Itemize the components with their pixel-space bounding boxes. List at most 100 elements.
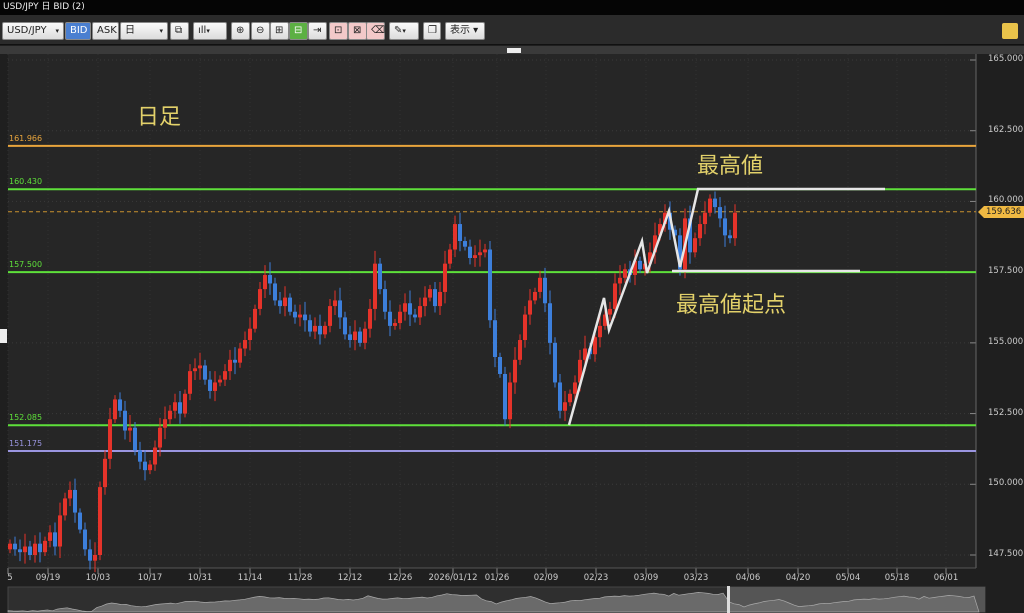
candle: [108, 407, 112, 470]
candle-body: [83, 529, 87, 550]
timeframe-value: 日: [125, 25, 135, 36]
candle: [493, 308, 497, 368]
candle-body: [138, 450, 142, 462]
chevron-down-icon: ▾: [55, 27, 59, 35]
candle: [653, 222, 657, 264]
candle: [103, 450, 107, 495]
candle-body: [203, 365, 207, 380]
candle-body: [153, 447, 157, 465]
candle: [393, 318, 397, 330]
candle-body: [518, 340, 522, 360]
candle-body: [623, 269, 627, 278]
candle-body: [288, 297, 292, 312]
candle-body: [233, 359, 237, 363]
zigzag-line[interactable]: [567, 187, 885, 426]
edit-object-icon[interactable]: ⊠: [348, 22, 367, 40]
navigator-handle[interactable]: [727, 586, 730, 613]
chart-type-select[interactable]: ıll▾: [193, 22, 227, 40]
candle: [268, 262, 272, 295]
candle: [558, 373, 562, 419]
candle: [113, 395, 117, 424]
chevron-down-icon: ▾: [206, 27, 210, 35]
settings-icon[interactable]: [1002, 23, 1018, 39]
candle: [223, 364, 227, 386]
candle: [543, 267, 547, 313]
copy-chart-icon[interactable]: ❐: [423, 22, 441, 40]
candle-body: [293, 311, 297, 318]
candle: [623, 263, 627, 283]
candle-body: [333, 300, 337, 307]
candle: [28, 540, 32, 561]
candle: [423, 286, 427, 317]
candle-body: [303, 314, 307, 321]
chevron-down-icon: ▾: [402, 27, 406, 35]
current-price-tag: 159.636: [978, 206, 1024, 218]
scroll-latest-icon[interactable]: ⇥: [308, 22, 327, 40]
candle: [208, 371, 212, 399]
candle: [13, 536, 17, 556]
candle-body: [578, 359, 582, 383]
link-chart-icon[interactable]: ⧉: [170, 22, 189, 40]
candle-body: [453, 224, 457, 250]
left-panel-handle[interactable]: [0, 329, 7, 343]
candle: [318, 314, 322, 345]
toolbar: USD/JPY ▾ BID ASK 日 ▾ ⧉ ıll▾ ⊕ ⊖ ⊞ ⊟ ⇥ ⊡ ⊠…: [0, 15, 1024, 45]
window-title: USD/JPY 日 BID (2): [0, 0, 1024, 15]
timeframe-select[interactable]: 日 ▾: [120, 22, 168, 40]
candle-body: [393, 323, 397, 326]
x-tick-label: 12/12: [337, 573, 363, 583]
candle: [118, 392, 122, 418]
candle-body: [563, 402, 567, 411]
candle: [158, 417, 162, 457]
candle: [548, 290, 552, 355]
candle-body: [188, 371, 192, 394]
candle: [53, 522, 57, 556]
candle-body: [43, 540, 47, 553]
candle: [518, 334, 522, 365]
candle: [213, 371, 217, 402]
delete-object-icon[interactable]: ⌫: [366, 22, 385, 40]
candle-body: [633, 260, 637, 275]
candle-body: [163, 419, 167, 428]
candle-body: [473, 255, 477, 258]
high-origin-annotation: 最高値起点: [676, 293, 787, 318]
trend-drawings[interactable]: [567, 187, 885, 426]
candle-body: [148, 464, 152, 471]
x-tick-label: 11/14: [237, 573, 263, 583]
candle: [728, 229, 732, 244]
candle-body: [373, 263, 377, 309]
candle-body: [568, 393, 572, 403]
add-object-icon[interactable]: ⊡: [329, 22, 348, 40]
y-tick-label: 147.500: [988, 549, 1024, 559]
bid-button[interactable]: BID: [65, 22, 91, 40]
candle: [478, 239, 482, 267]
candle-body: [468, 246, 472, 258]
ask-button[interactable]: ASK: [92, 22, 119, 40]
split-view-icon[interactable]: ⊟: [289, 22, 308, 40]
candle: [193, 358, 197, 381]
grid-icon[interactable]: ⊞: [270, 22, 289, 40]
zoom-out-icon[interactable]: ⊖: [251, 22, 270, 40]
zoom-in-icon[interactable]: ⊕: [231, 22, 250, 40]
candle: [163, 406, 167, 440]
candle: [153, 440, 157, 471]
display-menu-button[interactable]: 表示 ▾: [445, 22, 485, 40]
candle-body: [58, 515, 62, 547]
scroll-handle[interactable]: [507, 48, 521, 53]
candle: [713, 191, 717, 214]
candle-body: [653, 235, 657, 253]
price-chart[interactable]: [0, 54, 1024, 613]
candle: [333, 290, 337, 315]
candle-body: [28, 546, 32, 555]
symbol-select[interactable]: USD/JPY ▾: [2, 22, 64, 40]
candle: [298, 304, 302, 327]
navigator[interactable]: [7, 586, 986, 613]
candle-body: [368, 308, 372, 329]
draw-tool-select[interactable]: ✎▾: [389, 22, 419, 40]
candle-body: [658, 224, 662, 236]
candle: [328, 299, 332, 333]
candle: [168, 405, 172, 425]
candle-body: [538, 277, 542, 292]
candle-body: [428, 289, 432, 298]
candle-body: [663, 212, 667, 225]
